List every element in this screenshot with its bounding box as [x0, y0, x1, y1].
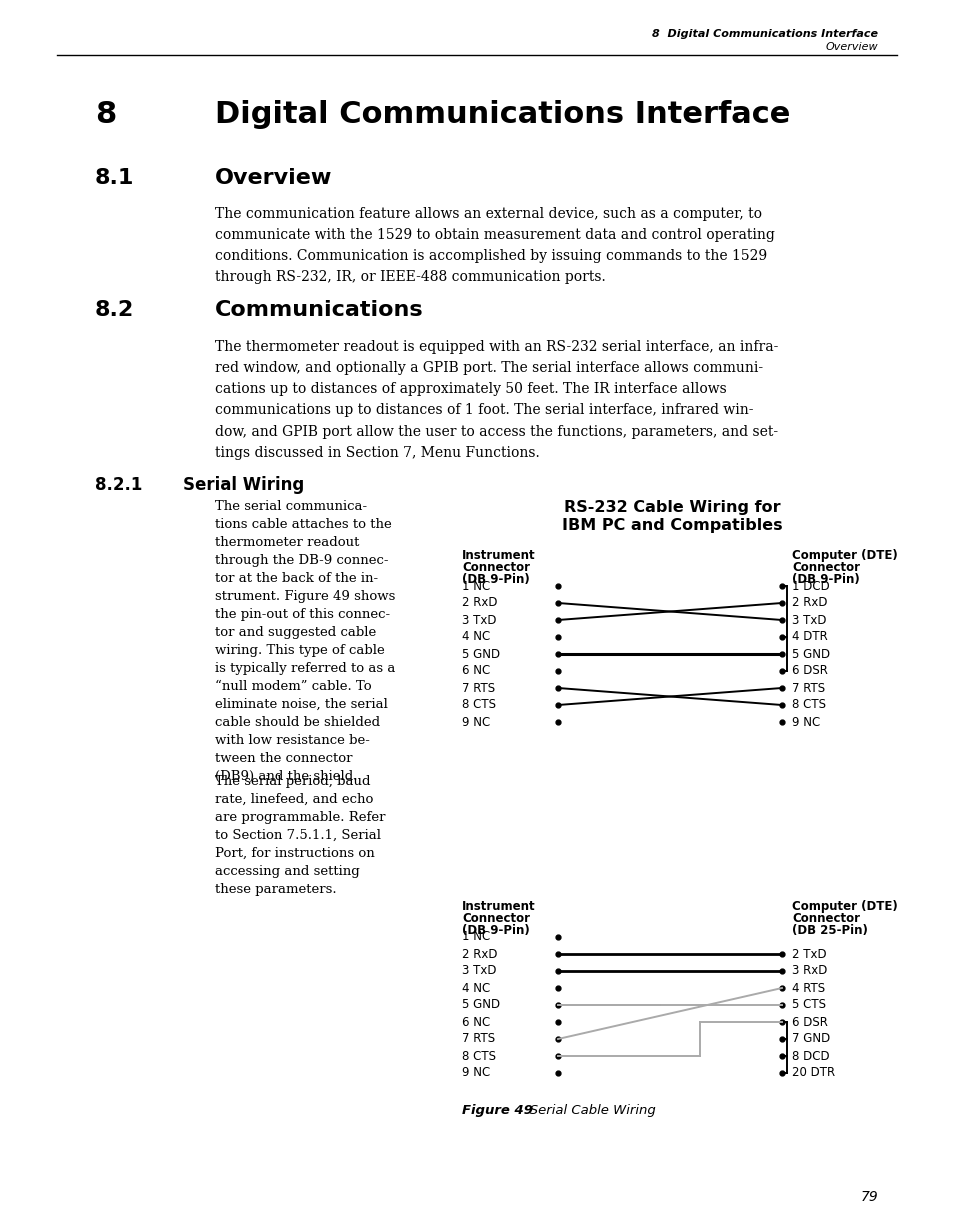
Text: Connector: Connector	[461, 561, 530, 574]
Text: (DB 9-Pin): (DB 9-Pin)	[791, 573, 859, 587]
Text: 4 NC: 4 NC	[461, 982, 490, 995]
Text: (DB 9-Pin): (DB 9-Pin)	[461, 924, 529, 937]
Text: RS-232 Cable Wiring for: RS-232 Cable Wiring for	[563, 499, 780, 515]
Text: 2 RxD: 2 RxD	[461, 596, 497, 610]
Text: Communications: Communications	[214, 299, 423, 320]
Text: Serial Cable Wiring: Serial Cable Wiring	[517, 1104, 655, 1117]
Text: 2 RxD: 2 RxD	[461, 947, 497, 961]
Text: 2 TxD: 2 TxD	[791, 947, 825, 961]
Text: 6 NC: 6 NC	[461, 1016, 490, 1028]
Text: 1 NC: 1 NC	[461, 579, 490, 593]
Text: 9 NC: 9 NC	[461, 1066, 490, 1080]
Text: IBM PC and Compatibles: IBM PC and Compatibles	[561, 518, 781, 533]
Text: Connector: Connector	[791, 561, 859, 574]
Text: Computer (DTE): Computer (DTE)	[791, 899, 897, 913]
Text: 8: 8	[95, 99, 116, 129]
Text: Instrument: Instrument	[461, 548, 535, 562]
Text: Overview: Overview	[214, 168, 332, 188]
Text: 8.2: 8.2	[95, 299, 134, 320]
Text: (DB 9-Pin): (DB 9-Pin)	[461, 573, 529, 587]
Text: 5 GND: 5 GND	[461, 999, 499, 1011]
Text: (DB 25-Pin): (DB 25-Pin)	[791, 924, 867, 937]
Text: Instrument: Instrument	[461, 899, 535, 913]
Text: 3 TxD: 3 TxD	[461, 614, 496, 627]
Text: 8.1: 8.1	[95, 168, 134, 188]
Text: 8.2.1: 8.2.1	[95, 476, 142, 494]
Text: Connector: Connector	[461, 912, 530, 925]
Text: 20 DTR: 20 DTR	[791, 1066, 834, 1080]
Text: 4 RTS: 4 RTS	[791, 982, 824, 995]
Text: 1 NC: 1 NC	[461, 930, 490, 944]
Text: 4 NC: 4 NC	[461, 631, 490, 643]
Text: 2 RxD: 2 RxD	[791, 596, 826, 610]
Text: Digital Communications Interface: Digital Communications Interface	[214, 99, 789, 129]
Text: 3 TxD: 3 TxD	[461, 964, 496, 978]
Text: 8 CTS: 8 CTS	[791, 698, 825, 712]
Text: 8  Digital Communications Interface: 8 Digital Communications Interface	[651, 29, 877, 39]
Text: 8 CTS: 8 CTS	[461, 1049, 496, 1063]
Text: The serial communica-
tions cable attaches to the
thermometer readout
through th: The serial communica- tions cable attach…	[214, 499, 395, 783]
Text: Overview: Overview	[824, 42, 877, 52]
Text: 7 RTS: 7 RTS	[461, 1032, 495, 1045]
Text: 8 DCD: 8 DCD	[791, 1049, 829, 1063]
Text: The thermometer readout is equipped with an RS-232 serial interface, an infra-
r: The thermometer readout is equipped with…	[214, 340, 778, 460]
Text: 6 DSR: 6 DSR	[791, 1016, 827, 1028]
Text: 79: 79	[860, 1190, 877, 1204]
Text: 4 DTR: 4 DTR	[791, 631, 827, 643]
Text: The serial period, baud
rate, linefeed, and echo
are programmable. Refer
to Sect: The serial period, baud rate, linefeed, …	[214, 775, 385, 896]
Text: 5 CTS: 5 CTS	[791, 999, 825, 1011]
Text: 3 RxD: 3 RxD	[791, 964, 826, 978]
Text: Connector: Connector	[791, 912, 859, 925]
Text: Figure 49: Figure 49	[461, 1104, 533, 1117]
Text: Computer (DTE): Computer (DTE)	[791, 548, 897, 562]
Text: The communication feature allows an external device, such as a computer, to
comm: The communication feature allows an exte…	[214, 207, 774, 285]
Text: 9 NC: 9 NC	[461, 715, 490, 729]
Text: 7 RTS: 7 RTS	[791, 681, 824, 694]
Text: Serial Wiring: Serial Wiring	[183, 476, 304, 494]
Text: 1 DCD: 1 DCD	[791, 579, 829, 593]
Text: 9 NC: 9 NC	[791, 715, 820, 729]
Text: 8 CTS: 8 CTS	[461, 698, 496, 712]
Text: 5 GND: 5 GND	[461, 648, 499, 660]
Text: 6 NC: 6 NC	[461, 665, 490, 677]
Text: 5 GND: 5 GND	[791, 648, 829, 660]
Text: 6 DSR: 6 DSR	[791, 665, 827, 677]
Text: 3 TxD: 3 TxD	[791, 614, 825, 627]
Text: 7 GND: 7 GND	[791, 1032, 829, 1045]
Text: 7 RTS: 7 RTS	[461, 681, 495, 694]
